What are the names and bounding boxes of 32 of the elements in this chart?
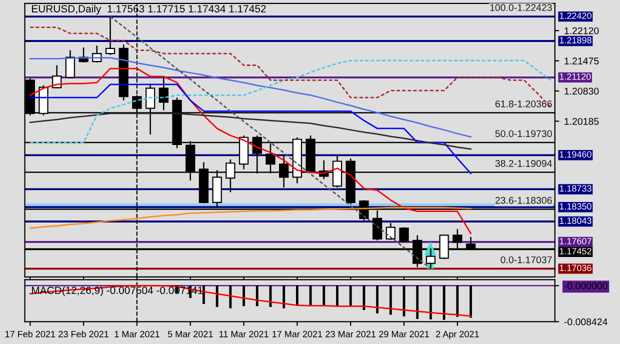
- ref-line-label: 1.18733: [560, 185, 592, 192]
- ref-line-label: 1.22420: [560, 12, 592, 19]
- ref-line-label: 1.21120: [560, 73, 591, 80]
- x-tick-label: 17 Feb 2021: [5, 330, 56, 338]
- ref-line-label: 1.18350: [560, 203, 592, 210]
- y-tick-label: -0.008424: [564, 318, 608, 326]
- x-tick-label: 1 Mar 2021: [114, 330, 160, 338]
- ref-line-label: 1.17452: [560, 248, 592, 254]
- ref-line-label: 1.19460: [560, 151, 592, 158]
- x-tick-label: 29 Mar 2021: [379, 330, 429, 338]
- y-tick-label: 1.21475: [564, 58, 599, 64]
- annotation: 61.8-1.20366: [495, 100, 552, 108]
- y-tick-label: -0.000000: [564, 282, 608, 290]
- ref-line-label: 1.17607: [560, 238, 592, 244]
- ref-line-label: 1.18043: [560, 218, 592, 224]
- ref-line-label: 1.21898: [560, 37, 592, 44]
- x-tick-label: 23 Feb 2021: [58, 330, 108, 338]
- y-tick-label: 1.20830: [564, 88, 599, 95]
- y-tick-label: 1.22120: [564, 27, 599, 34]
- x-tick-label: 23 Mar 2021: [326, 330, 376, 338]
- y-tick-label: 1.20185: [564, 118, 599, 125]
- chart-title: EURUSD,Daily 1.17563 1.17715 1.17434 1.17452: [32, 4, 266, 15]
- annotation: 23.6-1.18306: [495, 196, 552, 204]
- x-tick-label: 17 Mar 2021: [272, 330, 322, 338]
- annotation: 100.0-1.22423: [490, 4, 552, 12]
- annotation: 0.0-1.17037: [500, 256, 552, 264]
- ref-line-label: 1.17036: [560, 264, 592, 272]
- annotation: 38.2-1.19094: [495, 160, 552, 167]
- x-tick-label: 11 Mar 2021: [219, 330, 268, 338]
- x-tick-label: 5 Mar 2021: [168, 330, 213, 338]
- x-tick-label: 2 Apr 2021: [436, 330, 479, 340]
- annotation: 50.0-1.19730: [495, 130, 552, 138]
